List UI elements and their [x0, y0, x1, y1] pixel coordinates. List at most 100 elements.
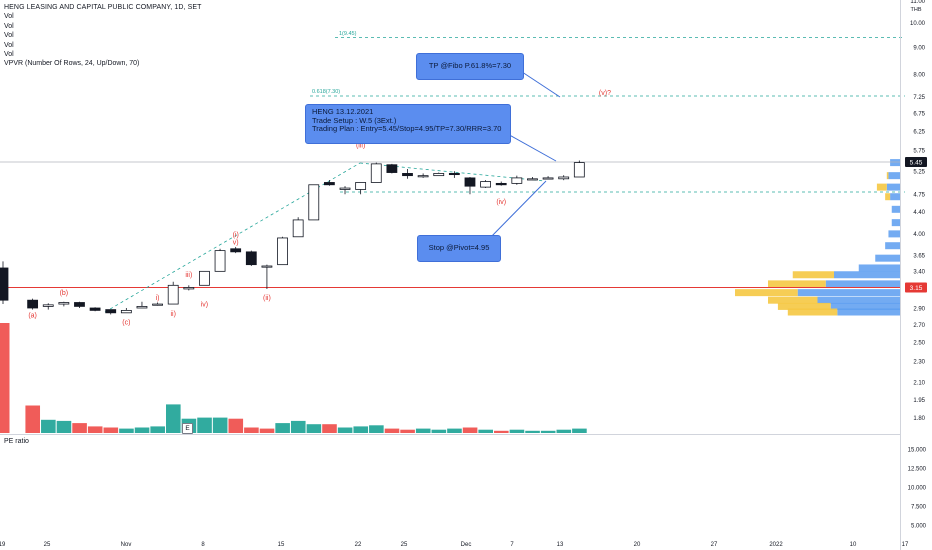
price-tick-4: 7.25 — [913, 95, 925, 101]
candle-body — [323, 182, 335, 186]
stop-pointer — [486, 180, 547, 242]
tp-callout[interactable]: TP @Fibo P.61.8%=7.30 — [416, 53, 524, 80]
time-tick-3: 8 — [201, 542, 205, 548]
vpvr-down-bar — [885, 193, 891, 201]
candle-body — [558, 176, 570, 180]
candle[interactable] — [495, 181, 507, 186]
price-tick-14: 2.90 — [913, 306, 925, 312]
candle[interactable] — [245, 250, 257, 266]
candle[interactable] — [183, 285, 195, 291]
volume-bar — [166, 404, 181, 433]
candle-body — [339, 187, 351, 190]
candle[interactable] — [511, 175, 523, 185]
candle-body — [402, 173, 413, 177]
candle[interactable] — [105, 309, 117, 315]
candle[interactable] — [199, 270, 210, 286]
volume-bar — [353, 426, 369, 433]
candle[interactable] — [355, 182, 367, 195]
price-tick-3: 8.00 — [913, 72, 925, 78]
candle-body — [448, 173, 460, 176]
candle[interactable] — [573, 160, 585, 178]
wave-labels: (a) (b) (c) i) ii) iii) iv) v)(i) (ii) (iii) (iv) (… — [28, 90, 611, 326]
volume-bar — [259, 428, 275, 433]
candle[interactable] — [277, 236, 288, 266]
candle[interactable] — [0, 261, 9, 305]
candle-body — [417, 175, 429, 178]
wave-label: v) — [233, 239, 239, 246]
wave-label: (i) — [233, 232, 239, 239]
candle[interactable] — [58, 301, 70, 307]
candle[interactable] — [370, 162, 382, 183]
candle[interactable] — [402, 169, 413, 179]
candle[interactable] — [230, 246, 242, 254]
candle[interactable] — [417, 173, 429, 178]
candle[interactable] — [558, 175, 570, 181]
candle[interactable] — [167, 281, 179, 305]
candle[interactable] — [323, 180, 335, 186]
vpvr-down-bar — [787, 308, 838, 316]
volume-bar — [134, 427, 150, 433]
price-tick-12: 3.65 — [913, 253, 925, 259]
guide-lines — [0, 0, 905, 550]
legend-title: HENG LEASING AND CAPITAL PUBLIC COMPANY,… — [4, 4, 202, 11]
pe-ratio-label: PE ratio — [4, 438, 29, 445]
candle[interactable] — [74, 301, 85, 308]
candle-body — [230, 248, 242, 253]
wave-label: (b) — [60, 290, 69, 297]
candle[interactable] — [448, 171, 460, 178]
volume-bar — [275, 423, 290, 433]
candle[interactable] — [386, 163, 398, 174]
vpvr-up-bar — [875, 254, 900, 262]
candle[interactable] — [464, 176, 476, 195]
volume-bar — [431, 429, 447, 433]
candle[interactable] — [542, 176, 554, 180]
legend-vol-5: Vol — [4, 51, 14, 59]
candle[interactable] — [42, 303, 54, 310]
volume-bar — [384, 428, 400, 433]
time-axis: 19 25 Nov 8 15 22 25 Dec 7 13 20 27 2022 10 17 — [0, 542, 909, 548]
volume-bar — [119, 428, 134, 433]
stop-callout[interactable]: Stop @Pivot=4.95 — [417, 235, 501, 262]
candle[interactable] — [527, 176, 538, 181]
price-tick-7: 5.75 — [913, 149, 925, 155]
candle-body — [214, 250, 226, 272]
vpvr-up-bar — [837, 308, 900, 316]
candle[interactable] — [261, 264, 273, 289]
volume-bar — [322, 424, 337, 433]
candle[interactable] — [89, 307, 101, 312]
volume-bar — [540, 430, 556, 433]
candle-body — [136, 306, 148, 309]
pe-tick-2: 10.000 — [908, 485, 927, 491]
candle[interactable] — [214, 248, 226, 272]
trade-line-3: Trading Plan : Entry=5.45/Stop=4.95/TP=7… — [312, 124, 502, 133]
price-axis: 11.00 10.00 9.00 8.00 7.25 6.75 6.25 5.75 5.25 4.… — [910, 0, 926, 422]
candle[interactable] — [433, 172, 445, 177]
time-tick-8: 7 — [510, 542, 514, 548]
wave-label: i) — [156, 295, 160, 302]
current-price-tag-text: 5.45 — [910, 160, 923, 167]
trade-line-1: HENG 13.12.2021 — [312, 107, 374, 116]
candle[interactable] — [120, 308, 132, 314]
price-tick-19: 1.95 — [913, 398, 925, 404]
time-tick-1: 25 — [44, 542, 51, 548]
volume-bar — [572, 428, 587, 433]
price-tick-17: 2.30 — [913, 360, 925, 366]
vpvr-up-bar — [834, 271, 900, 279]
volume-bar — [41, 419, 56, 433]
candle[interactable] — [136, 301, 148, 309]
volume-bar — [244, 427, 259, 433]
earnings-badge[interactable]: E — [182, 423, 193, 434]
candle[interactable] — [152, 302, 163, 306]
vpvr-down-bar — [768, 296, 818, 304]
candle[interactable] — [292, 217, 304, 238]
candle[interactable] — [308, 184, 320, 221]
candle[interactable] — [339, 186, 351, 195]
trade-plan-callout[interactable]: HENG 13.12.2021 Trade Setup : W.5 (3Ext.… — [305, 104, 511, 144]
candle-body — [120, 309, 132, 314]
wave-label: iii) — [185, 272, 192, 279]
price-tick-2: 9.00 — [913, 45, 925, 51]
candle[interactable] — [27, 298, 39, 310]
candle[interactable] — [480, 180, 492, 189]
chart-legend: HENG LEASING AND CAPITAL PUBLIC COMPANY,… — [4, 3, 201, 69]
